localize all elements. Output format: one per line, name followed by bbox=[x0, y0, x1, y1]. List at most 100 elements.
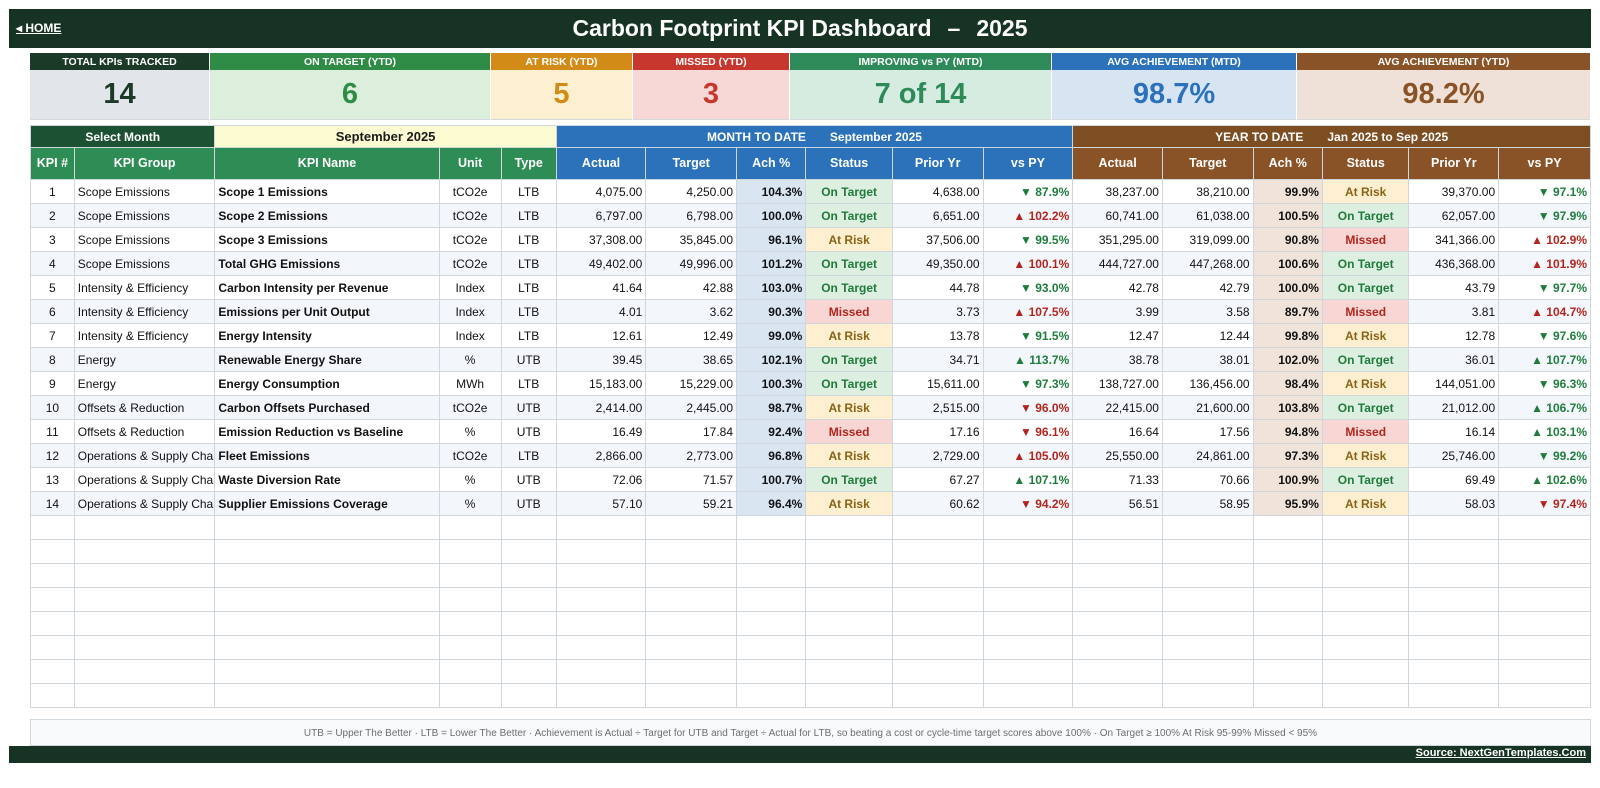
kpi-no-cell: 3 bbox=[30, 227, 75, 252]
ytd-status-badge: Missed bbox=[1321, 227, 1410, 252]
mtd-vspy-cell: ▲ 107.5% bbox=[982, 299, 1074, 324]
kpi-card: AT RISK (YTD) 5 bbox=[491, 53, 633, 120]
ytd-status-badge: At Risk bbox=[1321, 371, 1410, 396]
kpi-no-cell: 10 bbox=[30, 395, 75, 420]
kpi-group-cell: Energy bbox=[73, 347, 216, 372]
kpi-group-cell: Scope Emissions bbox=[73, 227, 216, 252]
ytd-period: Jan 2025 to Sep 2025 bbox=[1327, 129, 1449, 144]
mtd-vspy-cell: ▼ 94.2% bbox=[982, 491, 1074, 516]
empty-cell bbox=[645, 587, 738, 612]
ytd-target-cell: 61,038.00 bbox=[1161, 203, 1254, 228]
empty-cell bbox=[30, 539, 75, 564]
mtd-actual-cell: 4.01 bbox=[555, 299, 647, 324]
ytd-prior-cell: 3.81 bbox=[1408, 299, 1500, 324]
empty-cell bbox=[73, 683, 216, 708]
kpi-card-label: AVG ACHIEVEMENT (MTD) bbox=[1052, 53, 1296, 70]
col-ytd: Status bbox=[1321, 147, 1410, 180]
empty-cell bbox=[805, 563, 893, 588]
kpi-group-cell: Intensity & Efficiency bbox=[73, 275, 216, 300]
empty-cell bbox=[645, 515, 738, 540]
mtd-status-badge: At Risk bbox=[805, 491, 893, 516]
type-cell: LTB bbox=[500, 179, 557, 204]
kpi-no-cell: 14 bbox=[30, 491, 75, 516]
ytd-ach-cell: 90.8% bbox=[1252, 227, 1323, 252]
empty-cell bbox=[73, 659, 216, 684]
table-row: 8 Energy Renewable Energy Share% UTB 39.45 38… bbox=[30, 347, 1591, 372]
empty-cell bbox=[1161, 587, 1254, 612]
empty-cell bbox=[1072, 587, 1163, 612]
unit-cell: Index bbox=[438, 275, 502, 300]
col-kpi-group: KPI Group bbox=[73, 147, 216, 180]
ytd-prior-cell: 39,370.00 bbox=[1408, 179, 1500, 204]
ytd-prior-cell: 21,012.00 bbox=[1408, 395, 1500, 420]
ytd-status-badge: At Risk bbox=[1321, 443, 1410, 468]
kpi-name-cell: Energy Intensity bbox=[214, 323, 440, 348]
mtd-status-badge: At Risk bbox=[805, 443, 893, 468]
ytd-vspy-cell: ▲ 106.7% bbox=[1498, 395, 1591, 420]
mtd-ach-cell: 98.7% bbox=[736, 395, 807, 420]
mtd-vspy-cell: ▲ 113.7% bbox=[982, 347, 1074, 372]
empty-cell bbox=[891, 683, 984, 708]
ytd-status-badge: At Risk bbox=[1321, 179, 1410, 204]
home-link[interactable]: ◂ HOME bbox=[16, 21, 62, 35]
ytd-target-cell: 38,210.00 bbox=[1161, 179, 1254, 204]
mtd-actual-cell: 39.45 bbox=[555, 347, 647, 372]
empty-cell bbox=[805, 635, 893, 660]
mtd-target-cell: 2,445.00 bbox=[645, 395, 738, 420]
ytd-prior-cell: 144,051.00 bbox=[1408, 371, 1500, 396]
empty-cell bbox=[1252, 635, 1323, 660]
empty-cell bbox=[73, 515, 216, 540]
month-select[interactable]: September 2025 bbox=[214, 125, 557, 148]
empty-cell bbox=[1408, 635, 1500, 660]
kpi-name-cell: Total GHG Emissions bbox=[214, 251, 440, 276]
table-row: 2 Scope Emissions Scope 2 Emissions tCO2e LT… bbox=[30, 203, 1591, 228]
empty-cell bbox=[1161, 563, 1254, 588]
ytd-prior-cell: 62,057.00 bbox=[1408, 203, 1500, 228]
kpi-group-cell: Offsets & Reduction bbox=[73, 395, 216, 420]
ytd-actual-cell: 56.51 bbox=[1072, 491, 1163, 516]
ytd-prior-cell: 43.79 bbox=[1408, 275, 1500, 300]
ytd-ach-cell: 97.3% bbox=[1252, 443, 1323, 468]
empty-cell bbox=[982, 563, 1074, 588]
ytd-target-cell: 42.79 bbox=[1161, 275, 1254, 300]
empty-cell bbox=[73, 611, 216, 636]
mtd-target-cell: 38.65 bbox=[645, 347, 738, 372]
ytd-target-cell: 3.58 bbox=[1161, 299, 1254, 324]
source-link[interactable]: Source: NextGenTemplates.Com bbox=[1415, 747, 1586, 759]
empty-cell bbox=[30, 563, 75, 588]
mtd-vspy-cell: ▲ 105.0% bbox=[982, 443, 1074, 468]
ytd-actual-cell: 71.33 bbox=[1072, 467, 1163, 492]
ytd-target-cell: 21,600.00 bbox=[1161, 395, 1254, 420]
kpi-table: Select Month September 2025 MONTH TO DAT… bbox=[29, 125, 1591, 708]
mtd-prior-cell: 17.16 bbox=[891, 419, 984, 444]
empty-cell bbox=[805, 611, 893, 636]
empty-cell bbox=[500, 659, 557, 684]
empty-cell bbox=[1252, 659, 1323, 684]
ytd-vspy-cell: ▼ 97.4% bbox=[1498, 491, 1591, 516]
mtd-ach-cell: 96.1% bbox=[736, 227, 807, 252]
kpi-card-label: AVG ACHIEVEMENT (YTD) bbox=[1297, 53, 1590, 70]
col-ytd: Target bbox=[1161, 147, 1254, 180]
mtd-actual-cell: 2,414.00 bbox=[555, 395, 647, 420]
empty-cell bbox=[736, 659, 807, 684]
empty-cell bbox=[1408, 539, 1500, 564]
ytd-actual-cell: 22,415.00 bbox=[1072, 395, 1163, 420]
empty-cell bbox=[1252, 683, 1323, 708]
kpi-no-cell: 9 bbox=[30, 371, 75, 396]
ytd-ach-cell: 100.9% bbox=[1252, 467, 1323, 492]
empty-cell bbox=[214, 539, 440, 564]
table-row: 6 Intensity & Efficiency Emissions per Uni… bbox=[30, 299, 1591, 324]
ytd-vspy-cell: ▼ 97.6% bbox=[1498, 323, 1591, 348]
ytd-target-cell: 38.01 bbox=[1161, 347, 1254, 372]
ytd-vspy-cell: ▼ 97.9% bbox=[1498, 203, 1591, 228]
ytd-prior-cell: 25,746.00 bbox=[1408, 443, 1500, 468]
empty-cell bbox=[891, 611, 984, 636]
empty-cell bbox=[555, 683, 647, 708]
kpi-name-cell: Carbon Offsets Purchased bbox=[214, 395, 440, 420]
empty-cell bbox=[30, 659, 75, 684]
mtd-actual-cell: 15,183.00 bbox=[555, 371, 647, 396]
ytd-actual-cell: 138,727.00 bbox=[1072, 371, 1163, 396]
empty-cell bbox=[1321, 611, 1410, 636]
col-type: Type bbox=[500, 147, 557, 180]
ytd-actual-cell: 38,237.00 bbox=[1072, 179, 1163, 204]
